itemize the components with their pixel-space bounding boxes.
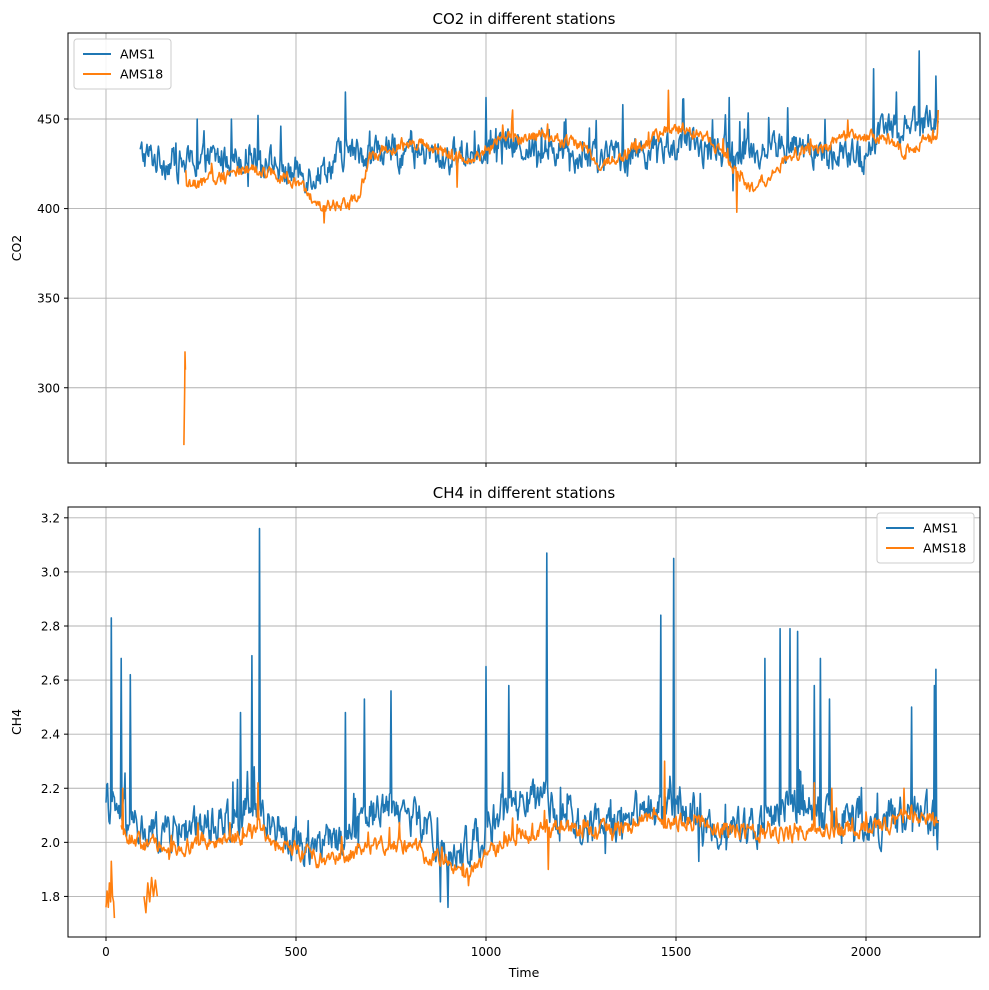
series-segment-ams18 xyxy=(183,351,187,446)
ch4-x-ticks: 0 500 1000 1500 2000 xyxy=(102,937,881,959)
series-line-ams18 xyxy=(120,760,939,887)
ch4-series xyxy=(105,527,939,919)
series-line-ams18 xyxy=(185,89,939,224)
y-tick-label: 350 xyxy=(37,292,60,306)
y-tick-label: 3.0 xyxy=(41,565,60,579)
ch4-legend-label-ams18: AMS18 xyxy=(923,541,966,556)
series-segment-ams18 xyxy=(143,876,159,914)
x-tick-label: 0 xyxy=(102,945,110,959)
ch4-plot-frame xyxy=(67,506,981,938)
co2-chart-title: CO2 in different stations xyxy=(433,10,616,28)
y-tick-label: 300 xyxy=(37,381,60,395)
co2-y-ticks: 300 350 400 450 xyxy=(37,113,68,395)
co2-grid xyxy=(68,33,980,463)
ch4-chart-title: CH4 in different stations xyxy=(433,484,616,502)
co2-x-ticks xyxy=(105,463,867,467)
co2-plot-frame xyxy=(67,32,981,464)
ch4-grid xyxy=(68,507,980,937)
ch4-y-axis-label: CH4 xyxy=(9,709,24,735)
co2-legend-label-ams1: AMS1 xyxy=(120,47,155,62)
series-segment-ams18 xyxy=(105,860,116,919)
co2-subplot: 300 350 400 450 CO2 in different stations C… xyxy=(9,10,981,467)
ch4-legend-box xyxy=(876,512,975,564)
x-tick-label: 500 xyxy=(285,945,308,959)
y-tick-label: 2.4 xyxy=(41,728,60,742)
y-tick-label: 1.8 xyxy=(41,890,60,904)
y-tick-label: 3.2 xyxy=(41,511,60,525)
x-tick-label: 1000 xyxy=(471,945,502,959)
y-tick-label: 450 xyxy=(37,113,60,127)
series-line-ams1 xyxy=(105,527,939,909)
co2-legend-label-ams18: AMS18 xyxy=(120,67,163,82)
y-tick-label: 2.2 xyxy=(41,782,60,796)
co2-y-axis-label: CO2 xyxy=(9,235,24,262)
ch4-subplot: 0 500 1000 1500 2000 1.8 2.0 2.2 2.4 2.6 2.8 3.0 3.… xyxy=(9,484,981,980)
y-tick-label: 400 xyxy=(37,202,60,216)
ch4-x-axis-label: Time xyxy=(508,965,540,980)
ch4-legend-label-ams1: AMS1 xyxy=(923,521,958,536)
co2-legend-box xyxy=(73,38,172,90)
ch4-y-ticks: 1.8 2.0 2.2 2.4 2.6 2.8 3.0 3.2 xyxy=(41,511,68,904)
y-tick-label: 2.0 xyxy=(41,836,60,850)
ch4-legend: AMS1 AMS18 xyxy=(876,512,975,564)
co2-legend: AMS1 AMS18 xyxy=(73,38,172,90)
x-tick-label: 1500 xyxy=(661,945,692,959)
x-tick-label: 2000 xyxy=(851,945,882,959)
y-tick-label: 2.8 xyxy=(41,619,60,633)
y-tick-label: 2.6 xyxy=(41,674,60,688)
co2-series xyxy=(139,50,939,446)
